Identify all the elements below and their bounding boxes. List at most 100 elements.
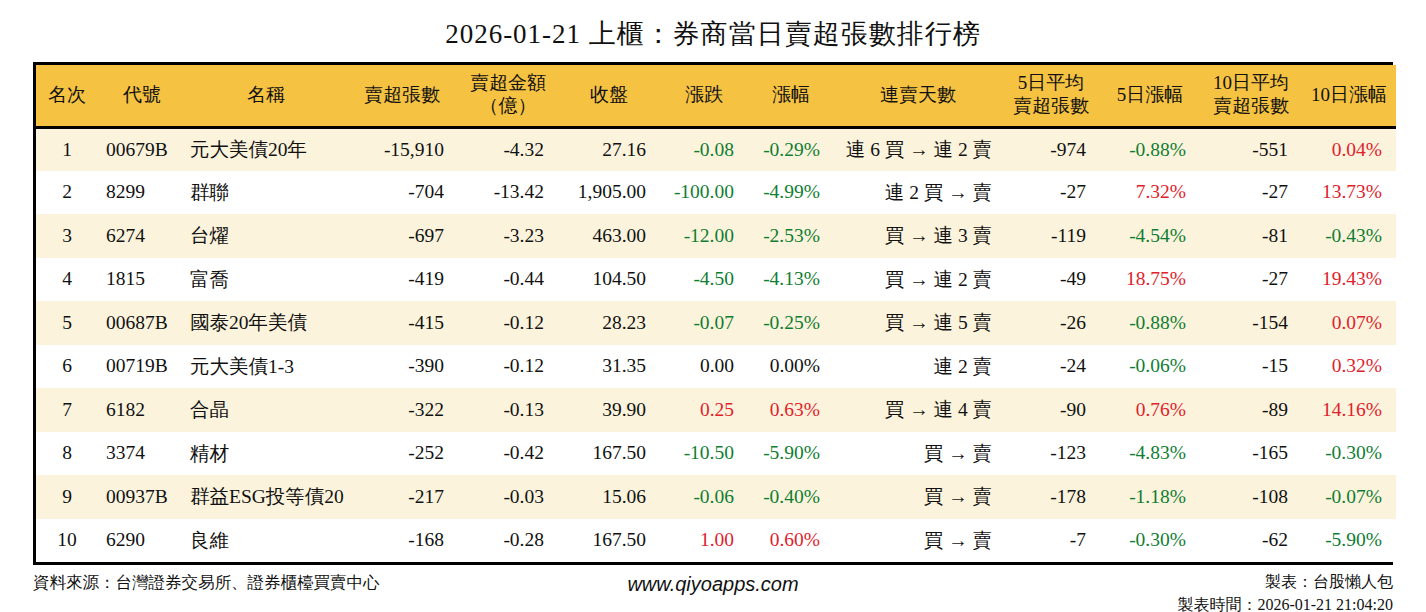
cell-pct5: -0.06% bbox=[1100, 345, 1200, 389]
cell-pct10: -0.43% bbox=[1302, 214, 1396, 258]
cell-name: 群益ESG投等債20 bbox=[186, 475, 346, 519]
cell-avg10-volume: -108 bbox=[1200, 475, 1302, 519]
cell-close: 1,905.00 bbox=[558, 171, 660, 215]
cell-sell-volume: -168 bbox=[346, 519, 458, 563]
cell-sell-volume: -415 bbox=[346, 301, 458, 345]
cell-pct10: 14.16% bbox=[1302, 388, 1396, 432]
cell-streak: 買 → 賣 bbox=[834, 475, 1002, 519]
cell-change: 0.25 bbox=[660, 388, 748, 432]
cell-pct10: -0.07% bbox=[1302, 475, 1396, 519]
table-row: 36274台燿-697-3.23463.00-12.00-2.53%買 → 連 … bbox=[36, 214, 1396, 258]
cell-code: 00687B bbox=[98, 301, 186, 345]
cell-avg5-volume: -49 bbox=[1002, 258, 1100, 302]
table-header: 名次 代號 名稱 賣超張數 賣超金額 （億） 收盤 漲跌 漲幅 連賣天數 5日平… bbox=[36, 65, 1396, 127]
cell-rank: 8 bbox=[36, 432, 98, 476]
cell-name: 元大美債20年 bbox=[186, 127, 346, 171]
cell-rank: 3 bbox=[36, 214, 98, 258]
cell-rank: 2 bbox=[36, 171, 98, 215]
cell-close: 104.50 bbox=[558, 258, 660, 302]
cell-change-pct: -5.90% bbox=[748, 432, 834, 476]
cell-change: 0.00 bbox=[660, 345, 748, 389]
cell-streak: 連 2 賣 bbox=[834, 345, 1002, 389]
cell-avg5-volume: -123 bbox=[1002, 432, 1100, 476]
cell-pct10: 13.73% bbox=[1302, 171, 1396, 215]
cell-close: 15.06 bbox=[558, 475, 660, 519]
col-header-streak: 連賣天數 bbox=[834, 65, 1002, 127]
cell-change-pct: -2.53% bbox=[748, 214, 834, 258]
cell-code: 6182 bbox=[98, 388, 186, 432]
cell-change: -0.07 bbox=[660, 301, 748, 345]
cell-sell-volume: -217 bbox=[346, 475, 458, 519]
cell-change-pct: 0.63% bbox=[748, 388, 834, 432]
cell-streak: 買 → 連 5 賣 bbox=[834, 301, 1002, 345]
cell-sell-volume: -419 bbox=[346, 258, 458, 302]
cell-avg10-volume: -89 bbox=[1200, 388, 1302, 432]
cell-sell-amount: -0.28 bbox=[458, 519, 558, 563]
cell-name: 元大美債1-3 bbox=[186, 345, 346, 389]
cell-pct5: 18.75% bbox=[1100, 258, 1200, 302]
col-header-name: 名稱 bbox=[186, 65, 346, 127]
cell-close: 27.16 bbox=[558, 127, 660, 171]
cell-code: 3374 bbox=[98, 432, 186, 476]
cell-pct5: -0.30% bbox=[1100, 519, 1200, 563]
cell-change-pct: -0.25% bbox=[748, 301, 834, 345]
cell-avg5-volume: -178 bbox=[1002, 475, 1100, 519]
cell-close: 167.50 bbox=[558, 519, 660, 563]
table-row: 28299群聯-704-13.421,905.00-100.00-4.99%連 … bbox=[36, 171, 1396, 215]
table-row: 83374精材-252-0.42167.50-10.50-5.90%買 → 賣-… bbox=[36, 432, 1396, 476]
cell-streak: 買 → 賣 bbox=[834, 432, 1002, 476]
cell-sell-amount: -0.44 bbox=[458, 258, 558, 302]
cell-rank: 7 bbox=[36, 388, 98, 432]
cell-avg5-volume: -974 bbox=[1002, 127, 1100, 171]
footer-made-time: 製表時間：2026-01-21 21:04:20 bbox=[1177, 593, 1393, 612]
cell-pct5: -0.88% bbox=[1100, 301, 1200, 345]
cell-sell-volume: -322 bbox=[346, 388, 458, 432]
cell-sell-volume: -390 bbox=[346, 345, 458, 389]
col-header-code: 代號 bbox=[98, 65, 186, 127]
cell-change: -0.08 bbox=[660, 127, 748, 171]
cell-close: 39.90 bbox=[558, 388, 660, 432]
ranking-table: 名次 代號 名稱 賣超張數 賣超金額 （億） 收盤 漲跌 漲幅 連賣天數 5日平… bbox=[36, 65, 1396, 562]
cell-avg10-volume: -27 bbox=[1200, 171, 1302, 215]
cell-avg10-volume: -15 bbox=[1200, 345, 1302, 389]
cell-pct5: 0.76% bbox=[1100, 388, 1200, 432]
footer-credits: 製表：台股懶人包 製表時間：2026-01-21 21:04:20 bbox=[1177, 570, 1393, 612]
cell-name: 富喬 bbox=[186, 258, 346, 302]
cell-sell-volume: -15,910 bbox=[346, 127, 458, 171]
cell-code: 00679B bbox=[98, 127, 186, 171]
table-row: 500687B國泰20年美債-415-0.1228.23-0.07-0.25%買… bbox=[36, 301, 1396, 345]
col-header-change: 漲跌 bbox=[660, 65, 748, 127]
cell-sell-amount: -0.03 bbox=[458, 475, 558, 519]
cell-code: 00719B bbox=[98, 345, 186, 389]
cell-avg10-volume: -551 bbox=[1200, 127, 1302, 171]
cell-sell-amount: -4.32 bbox=[458, 127, 558, 171]
col-header-sell-amount: 賣超金額 （億） bbox=[458, 65, 558, 127]
footer-website: www.qiyoapps.com bbox=[627, 570, 798, 596]
cell-rank: 6 bbox=[36, 345, 98, 389]
cell-pct5: -1.18% bbox=[1100, 475, 1200, 519]
cell-streak: 連 6 買 → 連 2 賣 bbox=[834, 127, 1002, 171]
cell-pct5: -0.88% bbox=[1100, 127, 1200, 171]
cell-avg5-volume: -26 bbox=[1002, 301, 1100, 345]
cell-streak: 連 2 買 → 賣 bbox=[834, 171, 1002, 215]
footer-source: 資料來源：台灣證券交易所、證券櫃檯買賣中心 bbox=[33, 570, 380, 594]
cell-change-pct: 0.00% bbox=[748, 345, 834, 389]
footer: 資料來源：台灣證券交易所、證券櫃檯買賣中心 www.qiyoapps.com 製… bbox=[33, 570, 1393, 612]
cell-change: -12.00 bbox=[660, 214, 748, 258]
cell-avg10-volume: -81 bbox=[1200, 214, 1302, 258]
col-header-close: 收盤 bbox=[558, 65, 660, 127]
col-header-pct10: 10日漲幅 bbox=[1302, 65, 1396, 127]
cell-sell-amount: -0.42 bbox=[458, 432, 558, 476]
cell-avg5-volume: -119 bbox=[1002, 214, 1100, 258]
cell-streak: 買 → 連 4 賣 bbox=[834, 388, 1002, 432]
cell-rank: 5 bbox=[36, 301, 98, 345]
footer-maker: 製表：台股懶人包 bbox=[1177, 570, 1393, 593]
cell-streak: 買 → 連 2 賣 bbox=[834, 258, 1002, 302]
cell-rank: 1 bbox=[36, 127, 98, 171]
cell-pct10: 0.07% bbox=[1302, 301, 1396, 345]
cell-name: 群聯 bbox=[186, 171, 346, 215]
table-body: 100679B元大美債20年-15,910-4.3227.16-0.08 -0.2… bbox=[36, 127, 1396, 562]
cell-avg5-volume: -24 bbox=[1002, 345, 1100, 389]
cell-sell-amount: -0.13 bbox=[458, 388, 558, 432]
cell-code: 8299 bbox=[98, 171, 186, 215]
